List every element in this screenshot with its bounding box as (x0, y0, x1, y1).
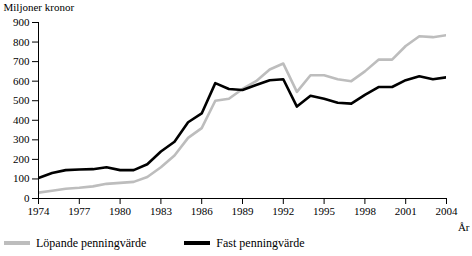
svg-text:1986: 1986 (191, 205, 214, 217)
svg-text:1980: 1980 (109, 205, 132, 217)
svg-text:2001: 2001 (395, 205, 417, 217)
svg-text:800: 800 (13, 36, 30, 48)
svg-text:1974: 1974 (28, 205, 51, 217)
html-text:Fast penningvärde: Fast penningvärde (216, 235, 305, 250)
svg-text:2004: 2004 (436, 205, 459, 217)
html-text:Löpande penningvärde: Löpande penningvärde (36, 235, 147, 250)
svg-text:100: 100 (13, 172, 30, 184)
svg-text:700: 700 (13, 55, 30, 67)
svg-text:Miljoner kronor: Miljoner kronor (4, 1, 75, 13)
svg-text:900: 900 (13, 16, 30, 28)
svg-text:1992: 1992 (272, 205, 294, 217)
svg-text:0: 0 (24, 192, 30, 204)
svg-text:1977: 1977 (68, 205, 91, 217)
svg-text:600: 600 (13, 75, 30, 87)
svg-text:1983: 1983 (150, 205, 173, 217)
svg-text:1995: 1995 (313, 205, 336, 217)
svg-text:1989: 1989 (232, 205, 255, 217)
svg-text:År: År (458, 221, 470, 233)
svg-text:400: 400 (13, 114, 30, 126)
svg-text:500: 500 (13, 94, 30, 106)
svg-text:200: 200 (13, 153, 30, 165)
svg-text:1998: 1998 (354, 205, 377, 217)
svg-text:300: 300 (13, 133, 30, 145)
